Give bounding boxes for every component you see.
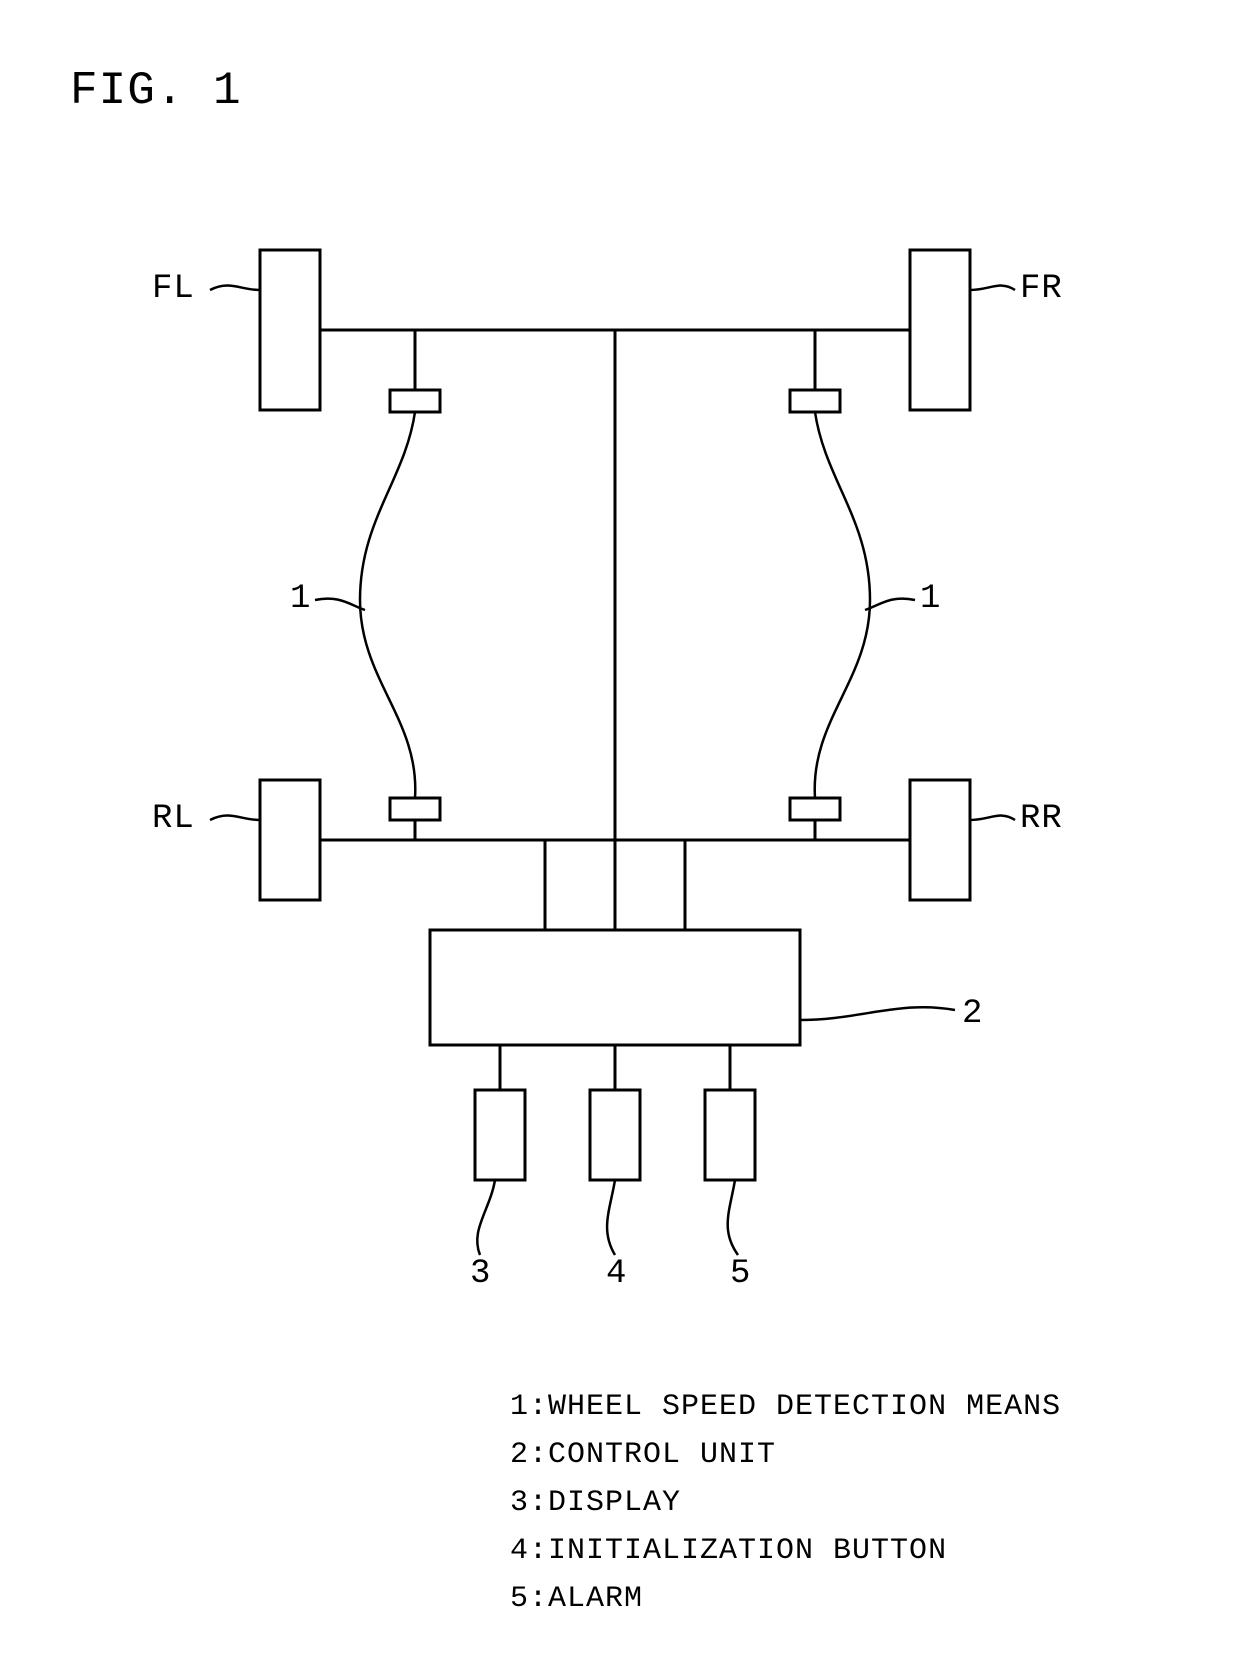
leader-rr: [970, 816, 1015, 820]
wire-left: [360, 412, 415, 798]
sensor-fl-rect: [390, 390, 440, 412]
leader-sensor-left: [315, 599, 365, 610]
leader-init: [607, 1180, 615, 1255]
control-unit-rect: [430, 930, 800, 1045]
sensor-rl-rect: [390, 798, 440, 820]
sensor-fr-rect: [790, 390, 840, 412]
schematic-diagram: [0, 0, 1240, 1676]
leader-control-unit: [800, 1007, 955, 1020]
sensor-rr-rect: [790, 798, 840, 820]
alarm-rect: [705, 1090, 755, 1180]
wheel-fr-rect: [910, 250, 970, 410]
leader-fl: [210, 286, 260, 290]
leader-fr: [970, 286, 1015, 290]
leader-display: [477, 1180, 495, 1255]
wheel-rl-rect: [260, 780, 320, 900]
wheel-rr-rect: [910, 780, 970, 900]
leader-sensor-right: [865, 599, 915, 610]
leader-alarm: [728, 1180, 738, 1255]
display-rect: [475, 1090, 525, 1180]
init-button-rect: [590, 1090, 640, 1180]
wire-right: [815, 412, 870, 798]
wheel-fl-rect: [260, 250, 320, 410]
leader-rl: [210, 816, 260, 820]
